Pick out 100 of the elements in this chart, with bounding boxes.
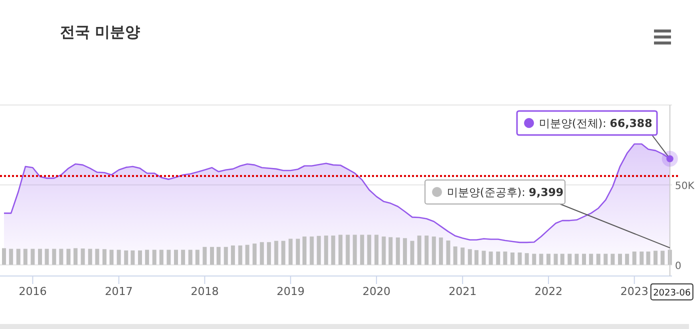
bar xyxy=(44,248,49,265)
bar xyxy=(346,234,350,265)
bar xyxy=(202,246,207,265)
bar xyxy=(367,234,372,265)
bar xyxy=(396,237,400,265)
bar xyxy=(438,237,443,265)
bar xyxy=(245,244,250,265)
bar xyxy=(589,254,594,265)
bar xyxy=(116,250,121,265)
x-tick-label: 2016 xyxy=(18,285,47,298)
bar xyxy=(618,254,622,265)
bar xyxy=(554,254,558,265)
bar xyxy=(582,254,586,265)
bar xyxy=(360,234,364,265)
bar xyxy=(546,254,550,265)
bar xyxy=(9,248,14,265)
bar xyxy=(16,248,20,265)
bar xyxy=(453,246,458,265)
x-tick-label: 2017 xyxy=(104,285,133,298)
bar xyxy=(252,244,257,265)
data-label: 9,399 xyxy=(528,186,564,199)
bar xyxy=(625,254,630,265)
bar xyxy=(174,250,178,265)
bar xyxy=(181,250,186,265)
bar xyxy=(560,254,564,265)
bar xyxy=(424,236,429,265)
bar xyxy=(138,250,142,265)
bar xyxy=(496,252,500,265)
data-label: 66,388 xyxy=(610,117,652,130)
bar xyxy=(59,248,64,265)
bar xyxy=(324,236,328,265)
bar xyxy=(224,246,228,265)
chart-title: 전국 미분양 xyxy=(60,23,140,41)
bar xyxy=(518,252,522,265)
bar xyxy=(410,240,414,265)
bar xyxy=(488,252,493,265)
bar xyxy=(388,237,393,265)
bar xyxy=(596,254,600,265)
bar xyxy=(30,248,35,265)
bar xyxy=(95,248,100,265)
bar xyxy=(539,254,544,265)
bar xyxy=(510,252,514,265)
bar xyxy=(38,248,42,265)
bar xyxy=(124,250,128,265)
bar xyxy=(152,250,156,265)
bar xyxy=(281,240,286,265)
bar xyxy=(210,246,214,265)
bar xyxy=(382,236,386,265)
bar xyxy=(568,254,572,265)
bar xyxy=(352,234,357,265)
x-tick-label: 2021 xyxy=(448,285,477,298)
bar xyxy=(52,248,56,265)
bar xyxy=(310,236,314,265)
bar xyxy=(468,249,472,265)
x-tick-label: 2018 xyxy=(190,285,219,298)
bar xyxy=(482,250,486,265)
bar xyxy=(532,254,536,265)
bar xyxy=(266,242,271,265)
bar xyxy=(80,248,85,265)
bar xyxy=(574,254,579,265)
bar xyxy=(417,236,422,265)
bar xyxy=(660,250,665,265)
bar xyxy=(646,252,650,265)
bar xyxy=(604,254,608,265)
y-tick-label: 50K xyxy=(675,180,695,192)
bar xyxy=(331,236,336,265)
bar xyxy=(145,250,150,265)
bar xyxy=(66,248,70,265)
bar xyxy=(195,250,200,265)
bar xyxy=(130,250,135,265)
bar xyxy=(296,238,300,265)
y-tick-label: 0 xyxy=(675,260,682,272)
bar xyxy=(88,248,92,265)
annotation: 2023-06 xyxy=(653,288,691,298)
bar xyxy=(338,234,342,265)
x-tick-label: 2019 xyxy=(276,285,305,298)
bar xyxy=(23,248,28,265)
bar xyxy=(2,248,6,265)
bar xyxy=(640,252,644,265)
bar xyxy=(110,250,114,265)
bar xyxy=(316,236,321,265)
bar xyxy=(102,249,106,265)
bar xyxy=(166,250,171,265)
x-tick-label: 2023 xyxy=(620,285,648,298)
bar xyxy=(159,250,164,265)
legend-label: 미분양(준공후): xyxy=(447,186,529,199)
x-tick-label: 2022 xyxy=(534,285,562,298)
legend-label: 미분양(전체): xyxy=(539,117,610,130)
bar xyxy=(260,242,264,265)
bar xyxy=(503,252,508,265)
bar xyxy=(374,234,378,265)
bar xyxy=(230,245,235,265)
bar xyxy=(524,253,529,265)
bar xyxy=(288,238,293,265)
bar xyxy=(238,245,242,265)
bar xyxy=(402,238,407,265)
bar xyxy=(446,240,450,265)
bar xyxy=(632,252,636,265)
bar xyxy=(432,236,436,265)
x-tick-label: 2020 xyxy=(362,285,390,298)
